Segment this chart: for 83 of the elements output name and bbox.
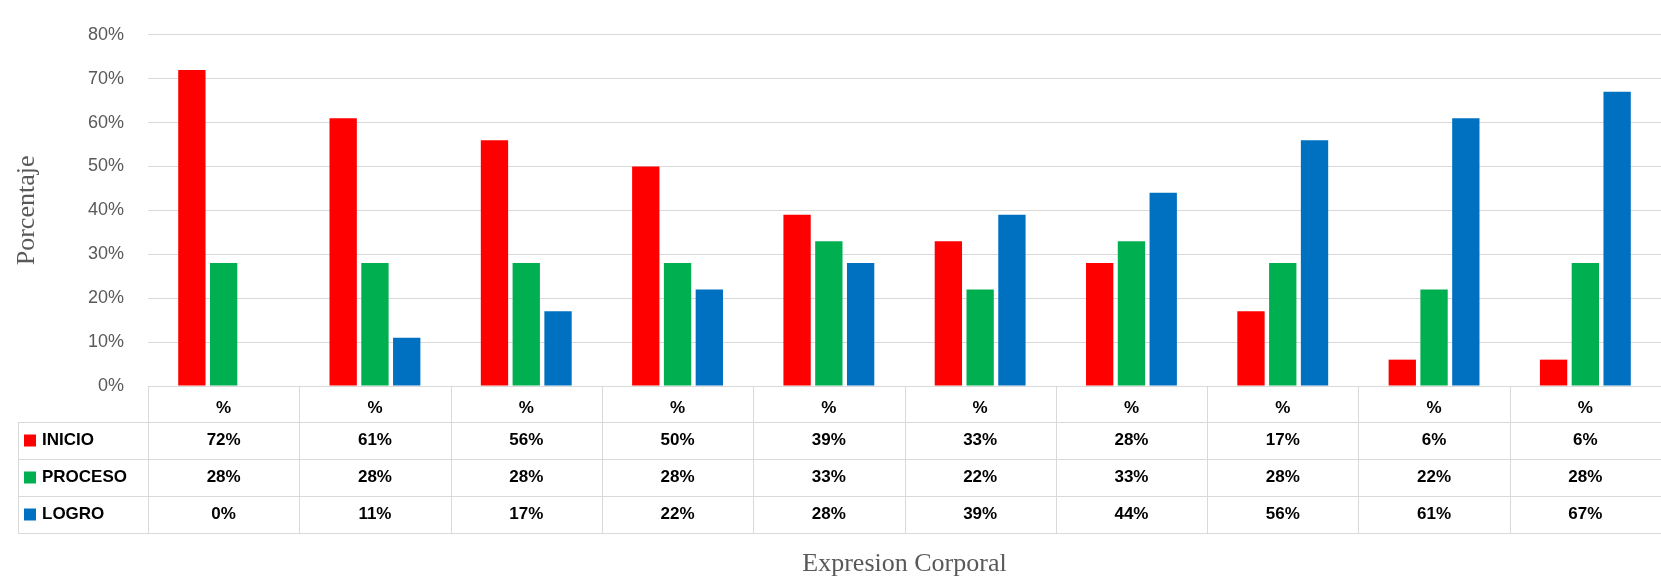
legend-label: LOGRO — [42, 504, 105, 524]
data-label: 33% — [1114, 467, 1149, 487]
data-label: 28% — [1568, 467, 1603, 487]
y-tick-label: 60% — [87, 111, 124, 132]
data-label: 28% — [357, 467, 392, 487]
bar — [1300, 140, 1329, 386]
bar — [361, 263, 389, 386]
y-tick-label: 50% — [87, 155, 124, 176]
x-tick-label: % — [367, 397, 383, 417]
bar — [966, 289, 994, 386]
data-label: 22% — [1417, 467, 1452, 487]
data-label: 28% — [811, 504, 846, 524]
x-tick-label: % — [216, 397, 232, 417]
data-label: 44% — [1114, 504, 1149, 524]
bar — [1420, 289, 1448, 386]
data-label: 50% — [660, 430, 695, 450]
x-tick-label: % — [1426, 397, 1442, 417]
bar — [632, 166, 660, 386]
data-label: 56% — [509, 430, 544, 450]
data-label: 17% — [1265, 430, 1300, 450]
y-tick-label: 10% — [87, 331, 124, 352]
y-tick-label: 20% — [87, 287, 124, 308]
bar — [1452, 118, 1480, 386]
y-tick-label: 70% — [87, 67, 124, 88]
data-label: 28% — [1114, 430, 1149, 450]
bar — [663, 263, 692, 386]
y-tick-label: 40% — [87, 199, 124, 220]
bar — [815, 241, 843, 386]
data-label: 72% — [206, 430, 241, 450]
bar — [934, 241, 963, 386]
bar — [1237, 311, 1265, 386]
bar — [544, 311, 572, 386]
x-tick-label: % — [518, 397, 534, 417]
legend-label: PROCESO — [42, 467, 128, 487]
bar — [783, 214, 811, 386]
data-label: 28% — [509, 467, 544, 487]
data-label: 33% — [811, 467, 846, 487]
bar — [695, 289, 723, 386]
text: Expresion Corporal — [802, 547, 1007, 577]
bar — [393, 337, 421, 386]
x-tick-label: % — [1275, 397, 1291, 417]
bar — [1269, 263, 1297, 386]
x-tick-label: % — [972, 397, 988, 417]
data-label: 39% — [811, 430, 846, 450]
x-tick-label: % — [1123, 397, 1140, 417]
data-label: 39% — [963, 504, 998, 524]
data-label: 6% — [1573, 430, 1598, 450]
bar — [209, 263, 238, 386]
bar — [1086, 263, 1114, 386]
y-tick-label: 0% — [97, 374, 124, 395]
bar — [480, 140, 509, 386]
data-label: 22% — [660, 504, 695, 524]
y-tick-label: 80% — [87, 23, 124, 44]
data-label: 61% — [357, 430, 392, 450]
data-label: 67% — [1568, 504, 1603, 524]
data-label: 6% — [1421, 430, 1447, 450]
y-axis-title: Porcentaje — [10, 155, 40, 266]
bar — [846, 263, 875, 386]
bar — [1388, 359, 1416, 386]
data-label: 33% — [963, 430, 998, 450]
bar — [178, 69, 206, 386]
data-label: 0% — [211, 504, 236, 524]
bar — [1539, 359, 1568, 386]
x-tick-label: % — [821, 397, 837, 417]
data-label: 22% — [963, 467, 998, 487]
data-label: 17% — [509, 504, 544, 524]
bar — [998, 214, 1026, 386]
x-tick-label: % — [1577, 397, 1593, 417]
bar — [1603, 91, 1631, 386]
data-label: 56% — [1265, 504, 1300, 524]
legend-label: INICIO — [42, 430, 94, 450]
y-tick-label: 30% — [87, 243, 124, 264]
bar — [1571, 263, 1600, 386]
bar — [1117, 241, 1146, 386]
data-label: 11% — [358, 504, 392, 524]
data-label: 61% — [1417, 504, 1452, 524]
data-label: 28% — [206, 467, 241, 487]
bar — [329, 118, 357, 386]
data-label: 28% — [1265, 467, 1300, 487]
bar — [512, 263, 540, 386]
x-tick-label: % — [669, 397, 686, 417]
bar — [1149, 192, 1177, 386]
data-label: 28% — [660, 467, 695, 487]
